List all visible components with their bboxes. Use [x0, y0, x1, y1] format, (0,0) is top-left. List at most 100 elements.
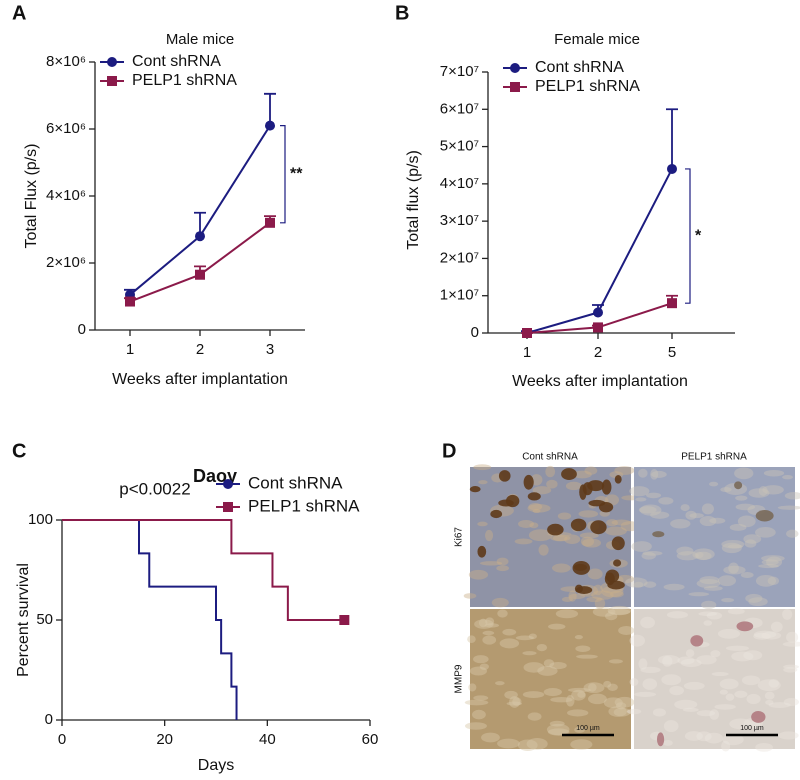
tissue-texture: [734, 467, 754, 480]
tissue-texture: [502, 628, 517, 636]
tissue-texture: [768, 702, 791, 708]
data-point: [593, 307, 603, 318]
row-label: Ki67: [454, 527, 465, 547]
tissue-texture: [674, 699, 698, 710]
tissue-texture: [568, 590, 577, 602]
tissue-texture: [663, 739, 673, 746]
tissue-texture: [463, 593, 477, 599]
x-tick-label: 0: [58, 731, 66, 748]
tissue-texture: [568, 593, 586, 600]
y-tick-label: 4×10⁷: [440, 175, 479, 192]
tissue-texture: [565, 481, 582, 491]
tissue-texture: [755, 574, 777, 587]
tissue-texture: [642, 678, 658, 690]
tissue-texture: [721, 598, 735, 603]
tissue-texture: [711, 672, 729, 677]
tissue-texture: [661, 674, 682, 686]
tissue-texture: [529, 522, 539, 529]
tissue-texture: [652, 708, 666, 717]
tissue-texture: [603, 680, 612, 688]
tissue-texture: [701, 503, 714, 515]
tissue-texture: [611, 519, 631, 526]
panel-label: C: [12, 440, 26, 462]
tissue-texture: [468, 569, 489, 580]
tissue-texture: [473, 464, 492, 471]
tissue-texture: [725, 693, 735, 701]
y-axis-label: Percent survival: [15, 563, 32, 677]
tissue-texture: [746, 693, 761, 705]
tissue-texture: [722, 734, 744, 746]
stained-nucleus: [527, 492, 541, 501]
tissue-texture: [588, 693, 607, 705]
tissue-texture: [584, 466, 598, 475]
tissue-texture: [721, 539, 745, 549]
tissue-texture: [740, 572, 754, 579]
tissue-texture: [650, 511, 670, 519]
column-label: Cont shRNA: [522, 452, 578, 463]
tissue-texture: [515, 635, 534, 641]
tissue-texture: [721, 542, 742, 554]
y-axis-label: Total flux (p/s): [405, 150, 422, 250]
scale-bar-label: 100 µm: [576, 725, 600, 732]
x-tick-label: 60: [362, 731, 379, 748]
tissue-texture: [579, 532, 599, 539]
error-bar: [264, 92, 276, 126]
panel-label: A: [12, 2, 26, 24]
tissue-texture: [574, 726, 586, 733]
tissue-texture: [786, 631, 799, 643]
chart-title: Male mice: [166, 31, 234, 48]
y-tick-label: 0: [45, 711, 53, 728]
tissue-texture: [575, 645, 591, 652]
tissue-texture: [537, 665, 558, 676]
tissue-texture: [536, 643, 548, 652]
tissue-texture: [778, 731, 799, 740]
tissue-texture: [762, 485, 784, 495]
tissue-texture: [615, 702, 627, 710]
p-value: p<0.0022: [119, 479, 190, 498]
tissue-texture: [564, 534, 581, 545]
tissue-texture: [761, 631, 782, 640]
tissue-texture: [613, 707, 631, 717]
tissue-texture: [495, 681, 505, 686]
tissue-texture: [538, 544, 549, 556]
x-tick-label: 40: [259, 731, 276, 748]
panel-label: B: [395, 2, 409, 24]
tissue-texture: [484, 623, 500, 628]
tissue-texture: [549, 661, 567, 670]
tissue-texture: [670, 519, 691, 529]
stained-nucleus: [734, 481, 743, 490]
legend-marker: [510, 82, 520, 92]
tissue-texture: [605, 526, 627, 536]
tissue-texture: [728, 562, 739, 574]
data-point: [265, 120, 275, 131]
tissue-texture: [567, 709, 589, 717]
legend-marker: [223, 502, 233, 512]
tissue-texture: [504, 690, 518, 699]
tissue-texture: [758, 564, 779, 569]
tissue-texture: [567, 687, 591, 693]
tissue-texture: [594, 597, 606, 610]
y-tick-label: 3×10⁷: [440, 212, 479, 229]
y-tick-label: 5×10⁷: [440, 138, 479, 155]
x-axis-label: Weeks after implantation: [112, 371, 288, 388]
tissue-texture: [497, 738, 520, 749]
tissue-texture: [546, 723, 570, 736]
tissue-texture: [526, 738, 548, 750]
tissue-texture: [638, 658, 648, 670]
tissue-texture: [698, 611, 717, 617]
tissue-texture: [783, 698, 799, 707]
tissue-texture: [709, 481, 719, 487]
legend-label: PELP1 shRNA: [132, 72, 237, 89]
tissue-texture: [784, 492, 800, 500]
y-axis-label: Total Flux (p/s): [23, 144, 40, 249]
censor-marker: [339, 615, 350, 625]
tissue-texture: [543, 659, 555, 668]
stained-nucleus: [588, 499, 606, 507]
stained-nucleus: [573, 563, 587, 571]
tissue-texture: [464, 722, 487, 730]
data-point: [265, 217, 275, 228]
tissue-texture: [666, 611, 689, 619]
tissue-texture: [512, 697, 522, 706]
tissue-texture: [517, 739, 538, 751]
tissue-texture: [545, 465, 556, 478]
